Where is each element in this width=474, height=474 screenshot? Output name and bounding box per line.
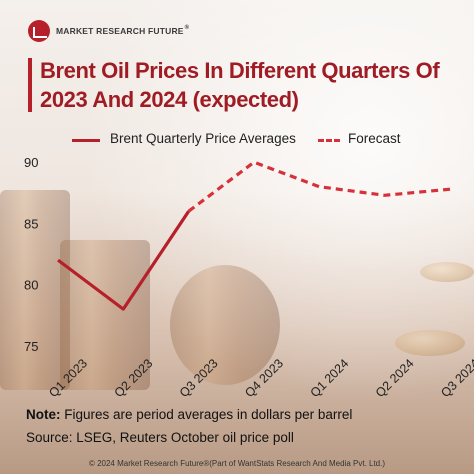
barrel-image [0,190,70,390]
x-tick-label: Q2 2023 [112,356,156,400]
x-tick-label: Q3 2024 [438,356,474,400]
barrel-image [60,240,150,390]
legend-forecast-label: Forecast [348,131,401,146]
x-tick-label: Q4 2023 [242,356,286,400]
brand-name: MARKET RESEARCH FUTURE [56,26,184,36]
brand-logo: MARKET RESEARCH FUTURE ® [28,20,189,42]
legend-actual-label: Brent Quarterly Price Averages [110,131,296,146]
brand-registered-mark: ® [184,25,190,31]
note-text: Note: Figures are period averages in dol… [26,407,352,422]
coin-stack-image [395,330,465,356]
actual-series-line [57,210,191,311]
title-accent-bar [28,58,32,112]
chart-legend: Brent Quarterly Price Averages Forecast [0,130,474,150]
x-tick-label: Q1 2024 [308,356,352,400]
legend-actual-swatch [72,139,100,142]
x-tick-label: Q1 2023 [46,356,90,400]
chart-title: Brent Oil Prices In Different Quarters O… [40,58,440,112]
y-tick-label: 85 [24,216,38,231]
note-prefix: Note: [26,407,61,422]
x-tick-label: Q3 2023 [177,356,221,400]
note-body: Figures are period averages in dollars p… [60,407,353,422]
coin-stack-image [420,262,474,282]
y-tick-label: 90 [24,155,38,170]
source-text: Source: LSEG, Reuters October oil price … [26,430,294,445]
barrel-image [170,265,280,385]
copyright-footer: © 2024 Market Research Future®(Part of W… [88,459,386,468]
x-tick-label: Q2 2024 [373,356,417,400]
forecast-series-line [187,160,451,213]
legend-forecast-swatch [318,139,340,142]
y-tick-label: 75 [24,339,38,354]
chart-logo-icon [28,20,50,42]
y-tick-label: 80 [24,278,38,293]
